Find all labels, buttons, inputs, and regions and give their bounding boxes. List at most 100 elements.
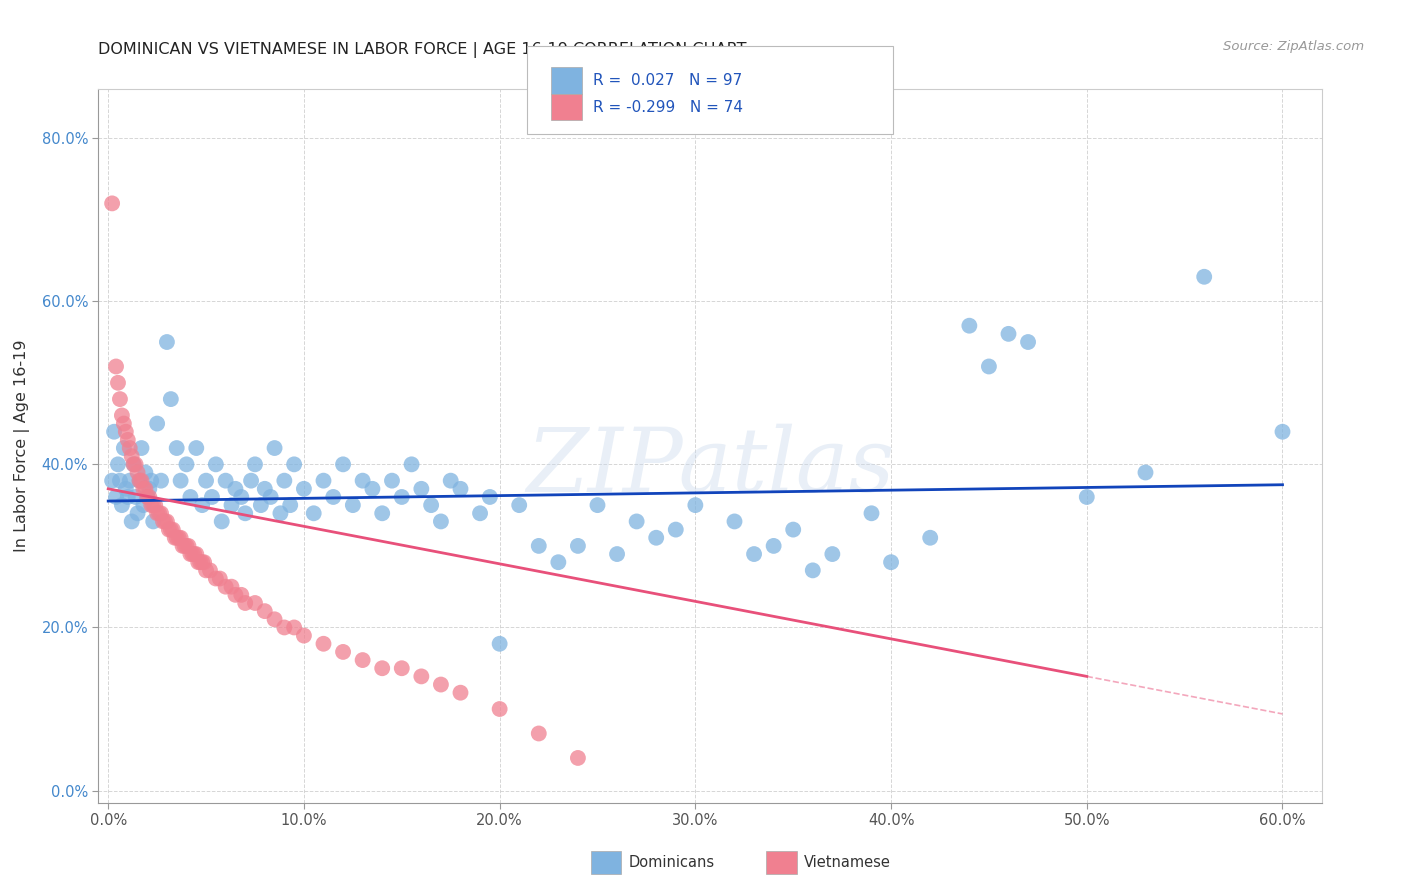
Point [762,539,785,553]
Point [103,425,125,439]
Point [127,506,149,520]
Point [105,490,128,504]
Point [269,506,291,520]
Point [146,506,169,520]
Point [141,498,163,512]
Point [152,515,174,529]
Point [821,547,844,561]
Point [645,531,668,545]
Point [160,392,183,406]
Point [880,555,903,569]
Point [195,474,218,488]
Point [233,506,256,520]
Point [371,506,394,520]
Text: ZIPatlas: ZIPatlas [526,424,894,511]
Point [134,482,156,496]
Point [143,498,166,512]
Point [150,474,173,488]
Point [124,458,146,472]
Point [132,482,155,496]
Point [606,547,628,561]
Point [176,458,198,472]
Point [160,523,183,537]
Point [391,661,413,675]
Point [118,474,141,488]
Point [191,555,214,569]
Point [112,417,135,431]
Point [685,498,707,512]
Point [233,596,256,610]
Point [114,482,136,496]
Point [278,498,301,512]
Point [122,458,145,472]
Point [547,555,569,569]
Point [1017,334,1039,349]
Point [450,686,472,700]
Point [1271,425,1294,439]
Text: Source: ZipAtlas.com: Source: ZipAtlas.com [1223,40,1364,54]
Point [508,498,530,512]
Point [263,441,285,455]
Point [250,498,273,512]
Point [169,531,191,545]
Point [391,490,413,504]
Point [1192,269,1215,284]
Point [243,458,266,472]
Point [141,474,163,488]
Point [411,482,433,496]
Point [187,555,209,569]
Point [342,498,364,512]
Point [488,637,510,651]
Point [1135,466,1157,480]
Point [128,474,150,488]
Point [132,498,155,512]
Point [163,531,186,545]
Point [292,482,315,496]
Point [957,318,980,333]
Point [586,498,609,512]
Point [332,458,354,472]
Point [920,531,942,545]
Point [198,563,221,577]
Point [134,466,156,480]
Point [205,458,228,472]
Point [138,482,160,496]
Point [179,547,201,561]
Point [411,669,433,683]
Point [567,751,589,765]
Point [488,702,510,716]
Point [626,515,648,529]
Point [107,458,129,472]
Point [188,555,211,569]
Point [259,490,281,504]
Point [156,515,179,529]
Point [273,474,295,488]
Point [352,653,374,667]
Point [240,474,263,488]
Point [243,596,266,610]
Point [127,466,149,480]
Point [111,498,134,512]
Point [440,474,463,488]
Point [136,490,159,504]
Point [117,490,139,504]
Point [172,539,194,553]
Point [302,506,325,520]
Point [420,498,443,512]
Point [138,490,160,504]
Point [131,441,153,455]
Point [224,482,246,496]
Text: R =  0.027   N = 97: R = 0.027 N = 97 [593,73,742,87]
Point [468,506,491,520]
Point [108,474,131,488]
Point [381,474,404,488]
Point [292,629,315,643]
Point [782,523,804,537]
Point [121,449,143,463]
Point [179,490,201,504]
Point [142,498,165,512]
Point [527,539,550,553]
Point [997,326,1019,341]
Point [283,458,305,472]
Text: Vietnamese: Vietnamese [804,855,891,870]
